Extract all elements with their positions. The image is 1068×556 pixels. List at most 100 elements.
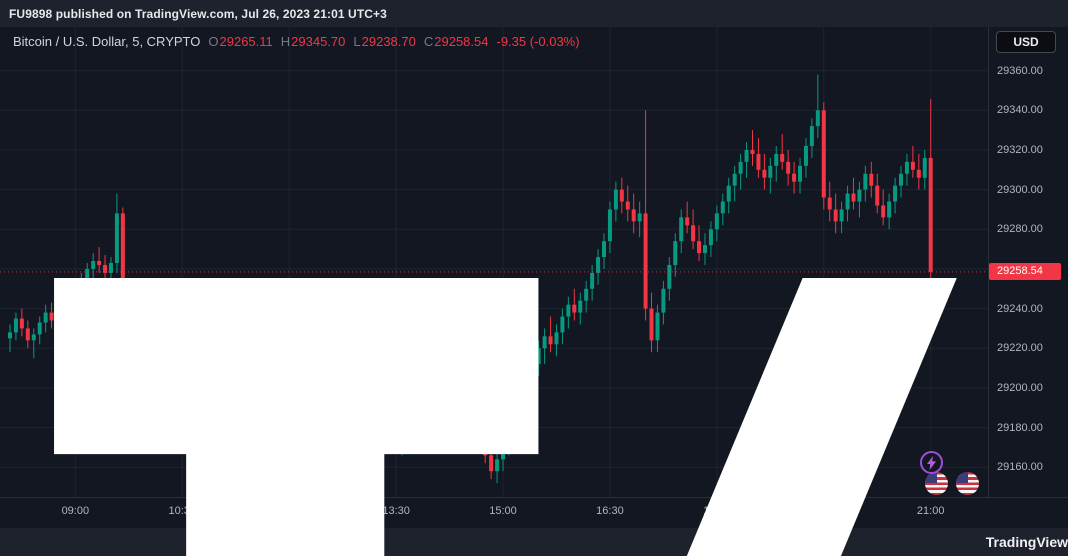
candle-body [786,161,791,174]
candle-body [625,201,630,210]
candle-body [910,161,915,170]
ohlc-low-value: 29238.70 [361,34,416,49]
ohlc-close-label: C [423,34,434,49]
candle-body [489,455,494,472]
price-axis[interactable]: 29360.00 29340.00 29320.00 29300.00 29280.00… [988,27,1068,497]
candle-body [649,308,654,341]
candle-body [780,153,785,162]
ohlc-open-label: O [208,34,219,49]
candle-body [103,264,108,273]
publish-bar: FU9898 published on TradingView.com, Jul… [0,0,1068,27]
candle-body [643,213,648,309]
candle-body [768,165,773,178]
candle-body [893,185,898,202]
candle-body [685,217,690,226]
candle-body [566,304,571,317]
bolt-glyph [927,455,936,470]
candle-body [578,300,583,313]
candle-body [114,213,119,263]
ohlc-low-label: L [353,34,361,49]
candle-body [833,209,838,222]
candle-body [697,241,702,254]
price-tick-label: 29300.00 [997,183,1043,196]
candle-body [602,241,606,258]
time-label: 16:30 [596,505,624,517]
candle-body [869,173,874,186]
ohlc-high-label: H [280,34,291,49]
price-tick-label: 29240.00 [997,302,1043,315]
candle-body [548,336,553,345]
time-label: 15:00 [489,505,517,517]
candle-body [542,336,547,349]
flag-canton [925,472,938,483]
candle-body [922,157,927,178]
candle-body [881,205,886,218]
candle-body [13,318,18,333]
price-tick-label: 29320.00 [997,143,1043,156]
price-tick-label: 29180.00 [997,421,1043,434]
candle-body [732,173,737,186]
candle-body [839,209,844,222]
candle-body [661,288,666,313]
candle-body [619,189,624,202]
footer-bar: TradingView [0,277,1068,556]
candle-body [679,217,684,242]
candle-body [815,110,820,127]
candle-body [673,241,678,265]
candle-body [631,209,636,222]
currency-button[interactable]: USD [996,31,1056,53]
flag-canton [956,472,969,483]
candle-body [792,173,797,182]
candle-body [495,459,500,472]
candle-body [607,209,612,242]
candle-body [774,153,779,166]
candle-body [655,312,660,341]
candle-body [691,225,696,242]
candle-body [928,157,933,272]
candle-body [726,185,731,202]
publish-text: FU9898 published on TradingView.com, Jul… [9,6,387,21]
candle-body [809,126,814,146]
candle-body [536,348,541,365]
candle-body [845,193,850,210]
candle-body [596,257,601,273]
candle-body [31,334,36,341]
candle-body [43,312,48,323]
candle-body [827,197,832,210]
candle-body [8,332,12,339]
time-label: 21:00 [916,505,945,517]
candle-body [904,161,909,174]
candle-body [708,229,713,246]
tradingview-logo[interactable] [10,256,979,556]
ohlc-high-value: 29345.70 [291,34,346,49]
lightning-bolt-icon[interactable] [920,451,943,474]
candle-body [875,185,880,206]
time-label: 13:30 [382,505,410,517]
candle-body [857,189,862,202]
candle-body [667,264,672,289]
candle-body [750,149,755,154]
us-flag-icon[interactable] [956,472,979,495]
footer-brand: TradingView [985,534,1068,550]
candle-body [744,149,749,162]
candle-body [554,332,559,345]
price-tick-label: 29160.00 [997,461,1043,474]
candle-body [637,213,642,222]
candle-body [803,145,808,166]
candle-body [37,322,42,335]
candle-body [714,213,719,230]
candle-body [25,328,30,341]
us-flag-icon[interactable] [925,472,948,495]
candle-body [590,272,595,289]
candle-body [97,261,102,265]
candle-body [108,262,113,273]
candle-body [49,312,54,321]
candle-body [851,193,856,202]
candle-body [584,288,589,301]
candle-body [572,304,577,313]
candle-body [899,173,903,186]
candle-body [91,261,96,269]
candle-body [756,153,761,170]
candle-body [720,201,725,214]
